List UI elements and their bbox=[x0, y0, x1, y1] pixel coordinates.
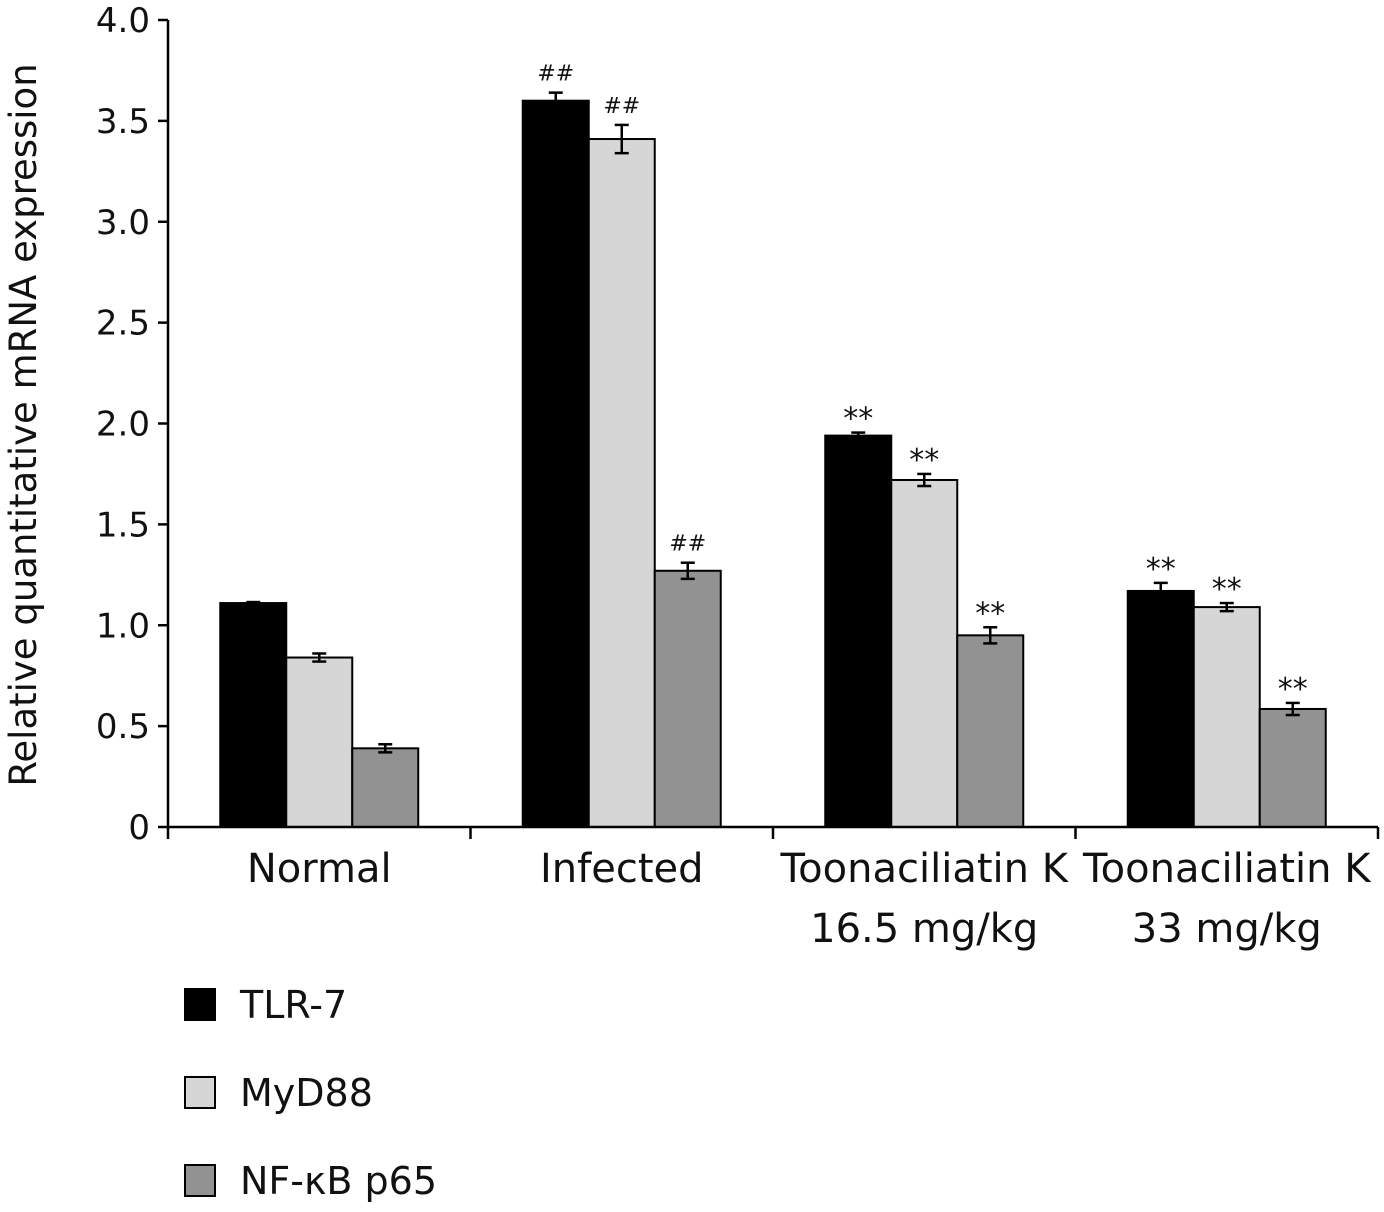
bar-0-0 bbox=[219, 602, 288, 828]
bar-0-2 bbox=[824, 434, 893, 828]
x-category-label: 33 mg/kg bbox=[1132, 906, 1322, 952]
x-category-label: Infected bbox=[540, 846, 704, 892]
x-category-label: Normal bbox=[247, 846, 392, 892]
y-tick-label: 0.5 bbox=[96, 707, 150, 747]
legend-label: TLR-7 bbox=[239, 983, 347, 1027]
significance-label: ## bbox=[537, 62, 574, 87]
y-tick-label: 3.0 bbox=[96, 203, 150, 243]
x-category-label: Toonaciliatin K bbox=[1082, 846, 1372, 892]
significance-label: ** bbox=[843, 402, 873, 437]
bar-1-1 bbox=[587, 138, 656, 829]
bar-1-0 bbox=[285, 656, 354, 829]
bar-2-0 bbox=[351, 747, 420, 829]
bar-0-3 bbox=[1126, 589, 1195, 829]
x-category-label: 16.5 mg/kg bbox=[810, 906, 1038, 952]
y-axis-label: Relative quantitative mRNA expression bbox=[2, 63, 45, 786]
y-tick-label: 3.5 bbox=[96, 102, 150, 142]
legend-swatch bbox=[184, 1164, 216, 1197]
significance-label: ** bbox=[975, 596, 1005, 631]
legend-label: MyD88 bbox=[240, 1071, 373, 1115]
significance-label: ** bbox=[1146, 552, 1176, 587]
significance-label: ## bbox=[603, 94, 640, 119]
significance-label: ## bbox=[669, 532, 706, 557]
legend-swatch bbox=[184, 1076, 216, 1109]
bar-0-1 bbox=[521, 99, 590, 828]
legend-label: NF-κB p65 bbox=[240, 1159, 437, 1203]
significance-label: ** bbox=[1278, 672, 1308, 707]
y-tick-label: 4.0 bbox=[96, 1, 150, 41]
y-tick-label: 1.5 bbox=[96, 505, 150, 545]
legend-swatch bbox=[184, 988, 216, 1021]
bar-1-2 bbox=[890, 478, 959, 828]
significance-label: ** bbox=[909, 443, 939, 478]
bar-2-3 bbox=[1258, 707, 1327, 829]
significance-label: ** bbox=[1212, 572, 1242, 607]
bar-1-3 bbox=[1192, 606, 1261, 829]
bar-2-1 bbox=[653, 569, 722, 829]
x-category-label: Toonaciliatin K bbox=[780, 846, 1070, 892]
y-tick-label: 2.0 bbox=[96, 405, 150, 445]
y-tick-label: 1.0 bbox=[96, 606, 150, 646]
y-tick-label: 2.5 bbox=[96, 304, 150, 344]
y-tick-label: 0 bbox=[128, 808, 150, 848]
bar-2-2 bbox=[956, 634, 1025, 829]
